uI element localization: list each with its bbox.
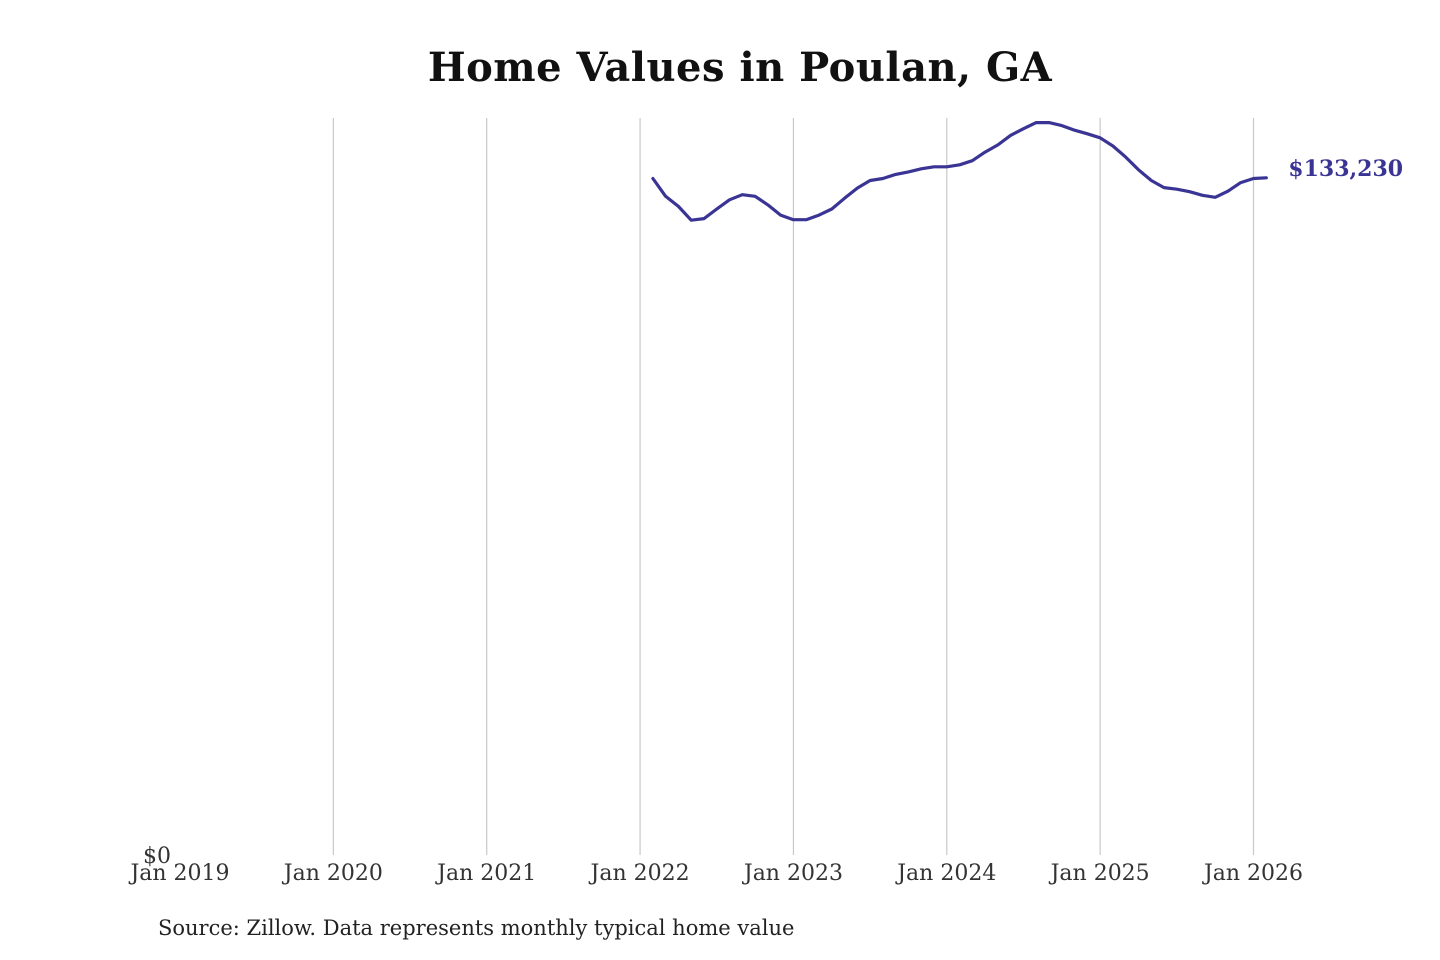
x-tick-label-2024: Jan 2024 xyxy=(895,861,996,886)
end-value-label: $133,230 xyxy=(1288,156,1403,182)
x-tick-label-2019: Jan 2019 xyxy=(128,861,229,886)
x-tick-label-2021: Jan 2021 xyxy=(435,861,536,886)
chart-title: Home Values in Poulan, GA xyxy=(427,44,1053,91)
x-tick-label-2020: Jan 2020 xyxy=(282,861,383,886)
source-note: Source: Zillow. Data represents monthly … xyxy=(158,916,795,940)
x-axis: Jan 2019 Jan 2020 Jan 2021 Jan 2022 Jan 2023… xyxy=(128,861,1303,886)
x-tick-label-2026: Jan 2026 xyxy=(1202,861,1303,886)
gridlines xyxy=(332,118,1255,855)
x-tick-label-2023: Jan 2023 xyxy=(742,861,843,886)
x-tick-label-2022: Jan 2022 xyxy=(589,861,690,886)
series-line-home-value xyxy=(651,121,1268,222)
annotation-layer: $133,230 xyxy=(1288,156,1403,182)
series-layer xyxy=(651,121,1268,222)
y-tick-label-0: $0 xyxy=(143,844,171,869)
x-tick-label-2025: Jan 2025 xyxy=(1049,861,1150,886)
y-axis: $0 xyxy=(143,844,171,869)
